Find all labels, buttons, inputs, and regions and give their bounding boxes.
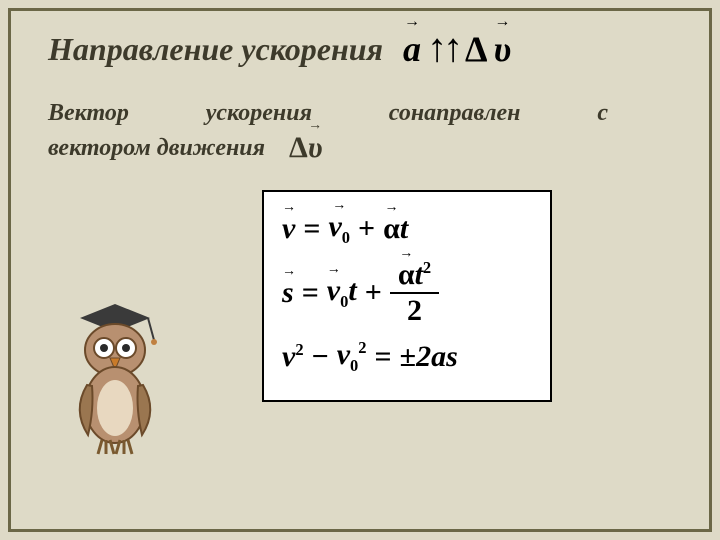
plus: +: [365, 276, 382, 310]
exp: 2: [358, 338, 366, 357]
symbol-v: υ: [308, 131, 323, 164]
symbol-delta: Δ: [289, 130, 308, 166]
symbol-a: a: [403, 29, 421, 69]
sub: 0: [342, 228, 350, 247]
sub: 0: [350, 356, 358, 375]
owl-mascot-icon: [60, 290, 170, 465]
body-line-2-text: вектором движения: [48, 135, 265, 161]
equation-1: → v = → v0 + → α t: [282, 210, 532, 248]
v-squared: v2: [282, 340, 304, 374]
inline-delta-v: Δ → υ: [289, 130, 323, 166]
slide-title: Направление ускорения: [48, 31, 383, 68]
body-line-2: вектором движения Δ → υ: [48, 128, 608, 164]
vector-s: → s: [282, 276, 294, 310]
vector-a: → a: [403, 28, 421, 70]
vector-v-inline: → υ: [308, 130, 323, 166]
v0-squared: v02: [337, 338, 367, 376]
exp: 2: [423, 258, 431, 277]
title-row: Направление ускорения → a ↑↑ Δ → υ: [48, 26, 672, 73]
rhs: ±2as: [400, 340, 458, 374]
sym: v: [328, 210, 341, 243]
denominator: 2: [399, 294, 430, 328]
word: ускорения: [206, 99, 312, 128]
sym: v: [327, 274, 340, 307]
equals: =: [302, 276, 319, 310]
sym: t: [415, 258, 423, 291]
vector-v0: → v0: [328, 210, 350, 248]
vector-delta-v: → υ: [494, 28, 512, 70]
vector-v: → v: [282, 212, 295, 246]
equals: =: [303, 212, 320, 246]
plus: +: [358, 212, 375, 246]
codirectional-arrows-icon: ↑↑: [427, 24, 459, 71]
slide: Направление ускорения → a ↑↑ Δ → υ Векто…: [0, 0, 720, 540]
symbol-delta: Δ: [465, 28, 488, 70]
sym: s: [282, 276, 294, 309]
body-line-1: Вектор ускорения сонаправлен с: [48, 99, 608, 128]
word: сонаправлен: [389, 99, 521, 128]
formula-box: → v = → v0 + → α t → s: [262, 190, 552, 402]
word: Вектор: [48, 99, 129, 128]
sym: α: [398, 258, 415, 291]
symbol-v: υ: [494, 29, 512, 69]
sym: v: [282, 340, 295, 373]
sym: t: [400, 212, 408, 245]
exp: 2: [295, 340, 303, 359]
alpha-t: → α t: [383, 212, 408, 246]
sym: t: [348, 274, 356, 307]
title-symbols: → a ↑↑ Δ → υ: [403, 24, 511, 71]
sym: v: [282, 212, 295, 245]
sym: α: [383, 212, 400, 245]
equation-2: → s = → v 0t + → α t2 2: [282, 258, 532, 328]
fraction: → α t2 2: [390, 258, 439, 328]
body-text-block: Вектор ускорения сонаправлен с вектором …: [48, 99, 608, 164]
v0t: → v 0t: [327, 274, 357, 312]
equation-3: v2 − v02 = ±2as: [282, 338, 532, 376]
word: с: [597, 99, 608, 128]
sym: v: [337, 338, 350, 371]
minus: −: [312, 340, 329, 374]
numerator: → α t2: [390, 258, 439, 294]
equals: =: [375, 340, 392, 374]
